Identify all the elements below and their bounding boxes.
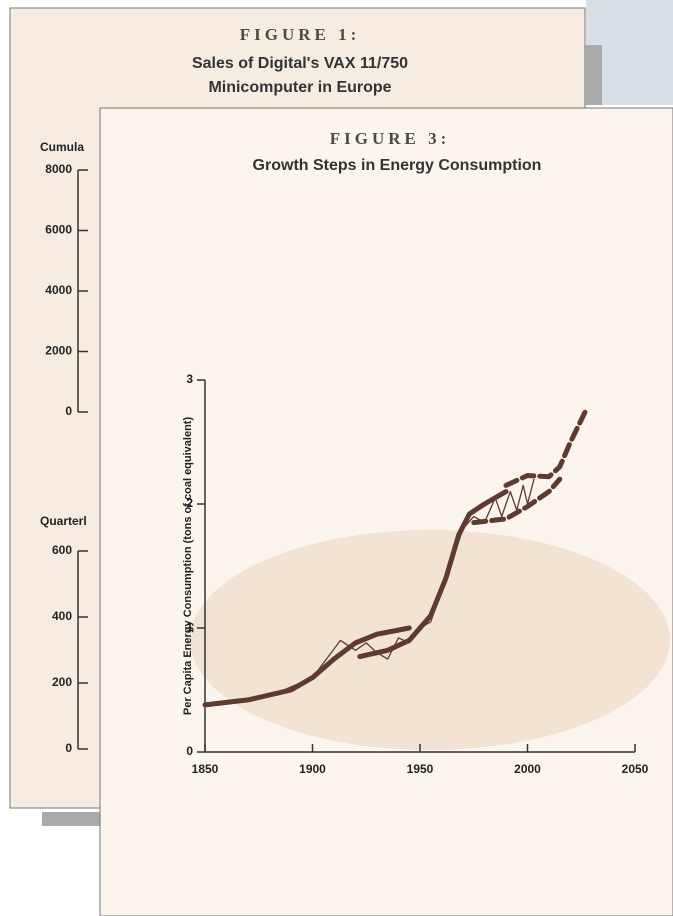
y-tick-label: 2000: [45, 344, 72, 358]
y-tick-label: 0: [186, 744, 193, 758]
x-tick-label: 1900: [299, 762, 326, 776]
y-tick-label: 600: [52, 543, 72, 557]
background-photo: [190, 530, 670, 750]
y-tick-label: 1: [186, 620, 193, 634]
figure-subtitle: Minicomputer in Europe: [208, 79, 391, 96]
y-tick-label: 8000: [45, 162, 72, 176]
x-tick-label: 1950: [407, 762, 434, 776]
y-tick-label: 400: [52, 609, 72, 623]
axis-label: Cumula: [40, 140, 84, 154]
figure-title: FIGURE 1:: [240, 25, 361, 44]
y-tick-label: 0: [65, 404, 72, 418]
y-tick-label: 4000: [45, 283, 72, 297]
figure-subtitle: Growth Steps in Energy Consumption: [253, 157, 542, 174]
page: FIGURE 1: Sales of Digital's VAX 11/750 …: [0, 0, 673, 916]
shadow-bar: [42, 812, 102, 826]
y-axis-label: Per Capita Energy Consumption (tons of c…: [182, 417, 194, 716]
figure-title: FIGURE 3:: [330, 129, 451, 148]
axis-label: Quarterl: [40, 514, 87, 528]
y-tick-label: 3: [186, 372, 193, 386]
figure-subtitle: Sales of Digital's VAX 11/750: [192, 55, 408, 72]
y-tick-label: 6000: [45, 223, 72, 237]
y-tick-label: 2: [186, 496, 193, 510]
x-tick-label: 2050: [622, 762, 649, 776]
x-tick-label: 1850: [192, 762, 219, 776]
y-tick-label: 200: [52, 675, 72, 689]
shadow-bar: [584, 45, 602, 105]
x-tick-label: 2000: [514, 762, 541, 776]
y-tick-label: 0: [65, 741, 72, 755]
